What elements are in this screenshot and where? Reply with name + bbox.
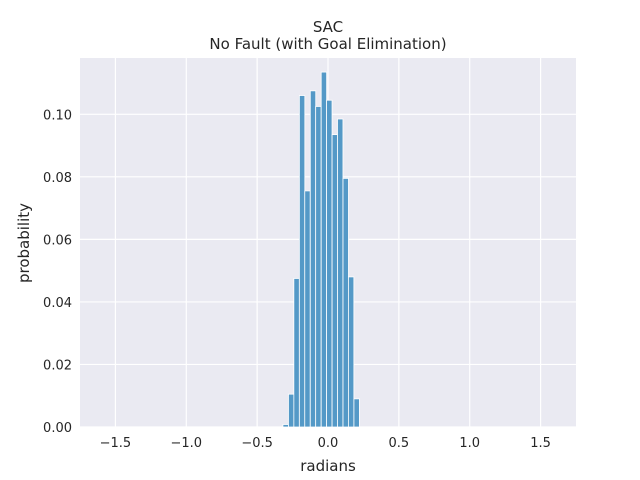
x-axis-label: radians bbox=[300, 457, 356, 475]
x-tick-label: −1.5 bbox=[100, 436, 132, 451]
histogram-bar bbox=[293, 278, 300, 428]
histogram-bar bbox=[309, 90, 317, 428]
y-axis-label: probability bbox=[15, 203, 33, 283]
x-tick-label: 1.5 bbox=[530, 436, 551, 451]
histogram-bar bbox=[288, 393, 295, 428]
histogram-bar bbox=[342, 177, 349, 428]
histogram-bar bbox=[331, 134, 338, 428]
histogram-bar bbox=[337, 118, 344, 428]
x-tick-label: −0.5 bbox=[241, 436, 273, 451]
y-tick-labels: 0.00 0.02 0.04 0.06 0.08 0.10 bbox=[43, 108, 72, 436]
x-tick-label: 1.0 bbox=[459, 436, 480, 451]
histogram-bar bbox=[320, 71, 328, 428]
chart-title: SAC bbox=[313, 18, 343, 36]
histogram-bar bbox=[304, 190, 311, 428]
y-tick-label: 0.00 bbox=[43, 421, 72, 436]
y-tick-label: 0.06 bbox=[43, 233, 72, 248]
histogram-bar bbox=[348, 276, 355, 428]
histogram-bar bbox=[298, 95, 306, 428]
histogram-bar bbox=[326, 99, 333, 428]
x-tick-labels: −1.5 −1.0 −0.5 0.0 0.5 1.0 1.5 bbox=[100, 436, 551, 451]
y-tick-label: 0.02 bbox=[43, 358, 72, 373]
x-tick-label: −1.0 bbox=[170, 436, 202, 451]
y-tick-label: 0.08 bbox=[43, 171, 72, 186]
x-tick-label: 0.5 bbox=[389, 436, 410, 451]
histogram-bar bbox=[282, 424, 289, 428]
x-tick-label: 0.0 bbox=[318, 436, 339, 451]
chart-subtitle: No Fault (with Goal Elimination) bbox=[209, 35, 446, 53]
y-tick-label: 0.04 bbox=[43, 296, 72, 311]
histogram-bar bbox=[315, 106, 322, 428]
histogram-bar bbox=[353, 398, 360, 428]
histogram-bars bbox=[282, 71, 360, 428]
y-tick-label: 0.10 bbox=[43, 108, 72, 123]
